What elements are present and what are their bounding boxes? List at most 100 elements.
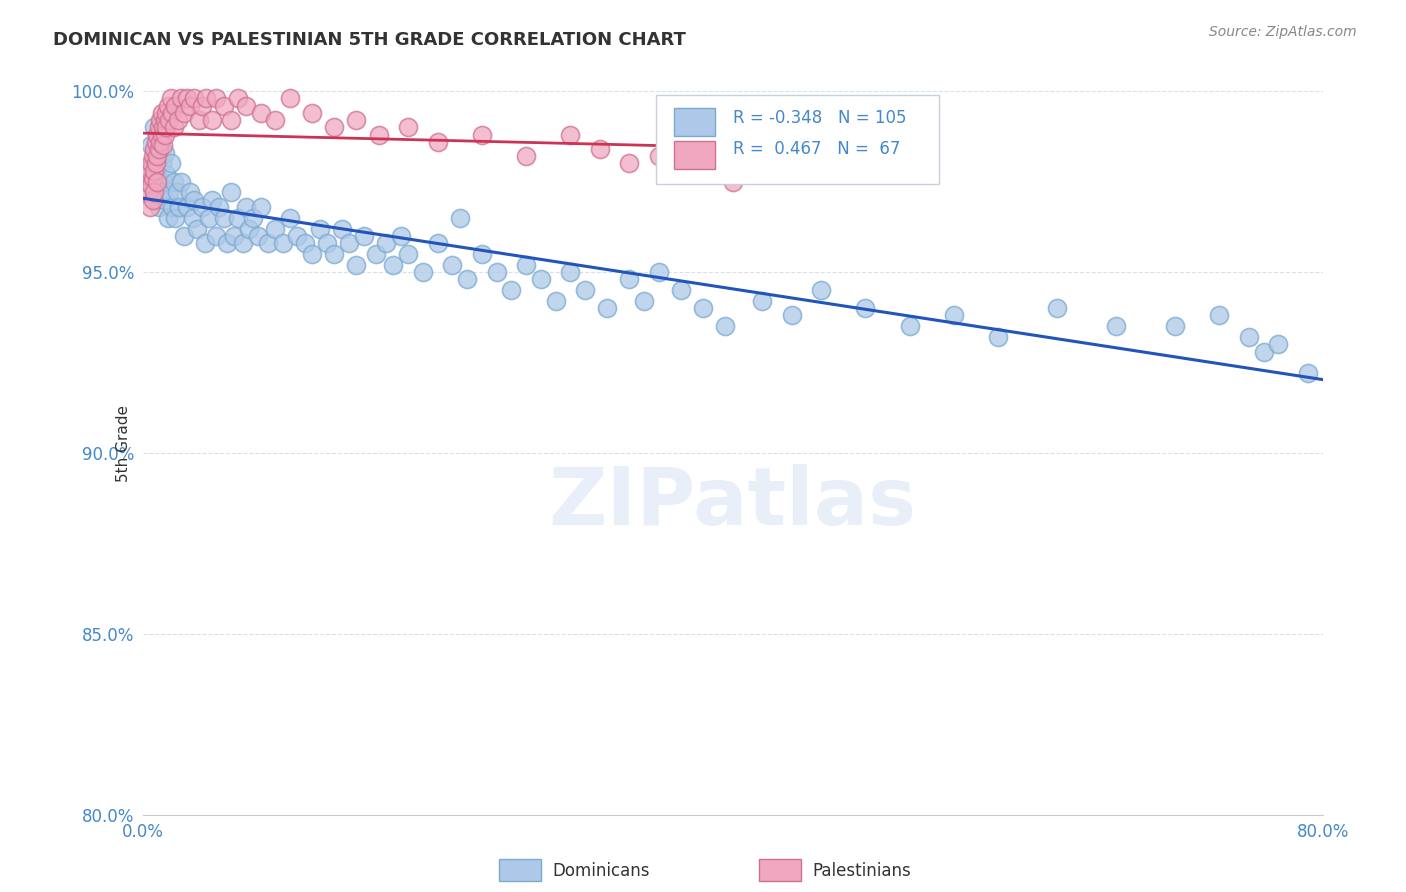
- Point: [264, 221, 287, 235]
- Point: [169, 200, 191, 214]
- Point: [170, 91, 193, 105]
- Point: [560, 128, 582, 142]
- Point: [560, 265, 582, 279]
- Point: [346, 113, 368, 128]
- Point: [271, 236, 294, 251]
- Point: [141, 138, 163, 153]
- Point: [212, 98, 235, 112]
- Point: [278, 91, 301, 105]
- Point: [156, 98, 179, 112]
- Point: [142, 193, 165, 207]
- Point: [301, 105, 323, 120]
- Point: [195, 91, 218, 105]
- Point: [141, 178, 163, 193]
- Point: [148, 200, 170, 214]
- Point: [1237, 330, 1260, 344]
- Point: [150, 105, 173, 120]
- Point: [810, 283, 832, 297]
- Point: [152, 175, 174, 189]
- Point: [153, 113, 176, 128]
- Point: [544, 293, 567, 308]
- Point: [142, 170, 165, 185]
- Point: [515, 149, 537, 163]
- Point: [173, 228, 195, 243]
- Point: [176, 91, 198, 105]
- Point: [648, 149, 671, 163]
- Point: [162, 120, 184, 135]
- Point: [382, 258, 405, 272]
- Point: [139, 163, 162, 178]
- Point: [249, 200, 271, 214]
- Point: [159, 91, 181, 105]
- Text: R =  0.467   N =  67: R = 0.467 N = 67: [733, 140, 900, 159]
- Point: [150, 156, 173, 170]
- Point: [228, 211, 250, 225]
- Point: [1208, 309, 1230, 323]
- Point: [179, 98, 201, 112]
- Text: DOMINICAN VS PALESTINIAN 5TH GRADE CORRELATION CHART: DOMINICAN VS PALESTINIAN 5TH GRADE CORRE…: [53, 31, 686, 49]
- Point: [181, 211, 204, 225]
- Point: [471, 128, 494, 142]
- Point: [146, 175, 169, 189]
- Point: [145, 163, 167, 178]
- Point: [160, 200, 183, 214]
- Y-axis label: 5th Grade: 5th Grade: [117, 406, 132, 483]
- Point: [173, 105, 195, 120]
- Point: [367, 128, 389, 142]
- Point: [138, 186, 160, 200]
- Point: [145, 135, 167, 149]
- Point: [648, 265, 671, 279]
- Point: [389, 228, 412, 243]
- Point: [232, 236, 254, 251]
- Point: [1253, 344, 1275, 359]
- Point: [149, 138, 172, 153]
- Point: [692, 301, 714, 316]
- Point: [143, 175, 166, 189]
- Point: [1164, 319, 1187, 334]
- Point: [153, 193, 176, 207]
- Point: [596, 301, 619, 316]
- FancyBboxPatch shape: [673, 141, 714, 169]
- Point: [238, 221, 260, 235]
- Point: [190, 98, 212, 112]
- Point: [162, 175, 184, 189]
- Point: [157, 186, 180, 200]
- Point: [208, 200, 231, 214]
- Point: [142, 156, 165, 170]
- Point: [150, 128, 173, 142]
- Point: [375, 236, 398, 251]
- Point: [160, 105, 183, 120]
- Point: [205, 91, 228, 105]
- Point: [198, 211, 221, 225]
- Point: [136, 163, 159, 178]
- Point: [149, 113, 172, 128]
- Point: [330, 221, 353, 235]
- Point: [426, 135, 449, 149]
- Point: [721, 175, 744, 189]
- Point: [166, 186, 188, 200]
- Point: [201, 193, 224, 207]
- Point: [201, 113, 224, 128]
- Point: [515, 258, 537, 272]
- Point: [449, 211, 471, 225]
- Point: [346, 258, 368, 272]
- Point: [139, 175, 162, 189]
- Point: [155, 120, 177, 135]
- Point: [530, 272, 553, 286]
- Point: [485, 265, 508, 279]
- Point: [163, 211, 186, 225]
- Point: [152, 120, 174, 135]
- Point: [1267, 337, 1289, 351]
- Text: Dominicans: Dominicans: [553, 862, 650, 880]
- Point: [278, 211, 301, 225]
- Point: [187, 113, 209, 128]
- Point: [219, 186, 242, 200]
- Point: [308, 221, 330, 235]
- Point: [235, 98, 257, 112]
- Point: [153, 128, 176, 142]
- FancyBboxPatch shape: [673, 108, 714, 136]
- Point: [242, 211, 264, 225]
- Point: [152, 138, 174, 153]
- Point: [167, 113, 190, 128]
- Point: [153, 145, 176, 160]
